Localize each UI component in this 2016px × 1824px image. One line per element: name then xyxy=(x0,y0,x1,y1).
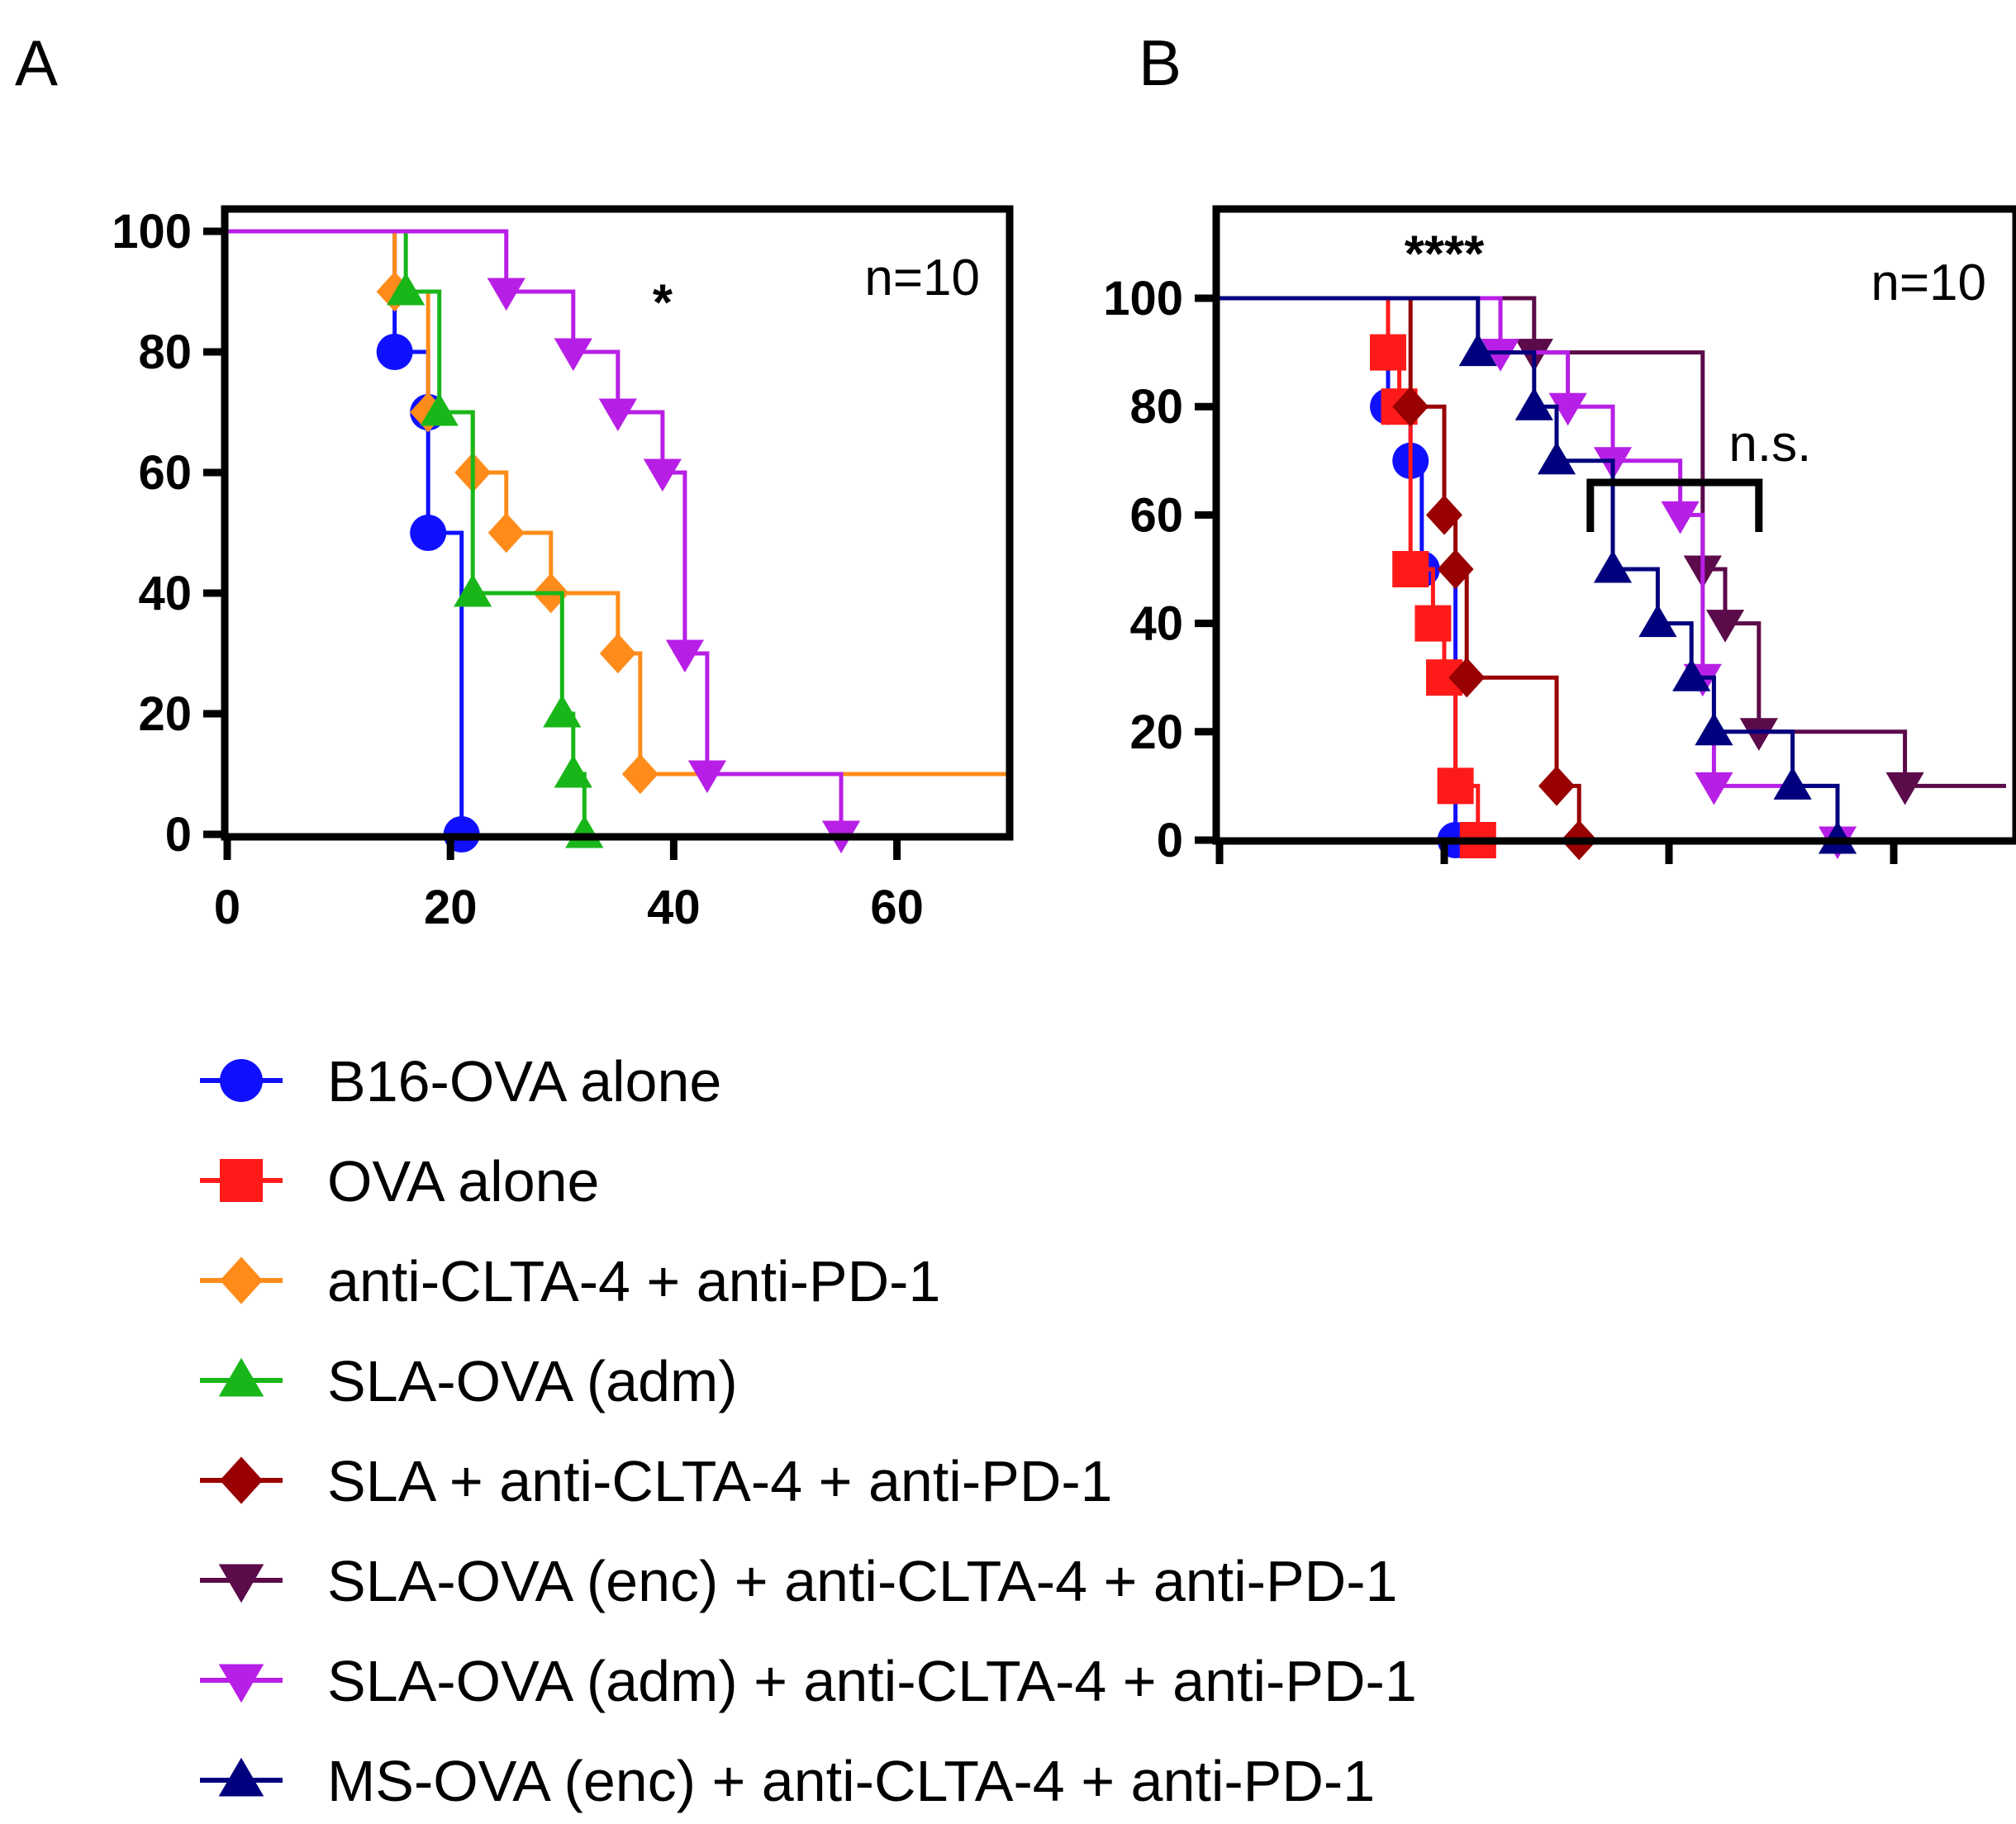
data-point-msova xyxy=(1593,549,1633,583)
legend-marker-slaadmcombo xyxy=(218,1664,264,1703)
panel-label-a: A xyxy=(15,26,58,99)
data-point-ova xyxy=(1392,551,1429,587)
y-tick-label: 100 xyxy=(112,205,192,259)
y-tick-label: 0 xyxy=(1157,814,1183,867)
data-point-slaadm xyxy=(565,815,604,848)
data-point-slaadm xyxy=(543,694,582,728)
panel-b-chart: 0 20 40 60 80 100 n=10 **** n.s. xyxy=(1103,205,2016,867)
data-point-slaadmcombo xyxy=(1661,501,1700,534)
data-point-b16 xyxy=(410,515,447,551)
data-point-b16 xyxy=(376,334,413,370)
y-tick-label: 80 xyxy=(1129,380,1183,434)
series-line-slaadmcombo xyxy=(227,229,844,834)
panel-a-n-label: n=10 xyxy=(864,249,980,306)
legend-label-slaadmcombo: SLA-OVA (adm) + anti-CLTA-4 + anti-PD-1 xyxy=(327,1649,1417,1713)
legend-marker-slaenc xyxy=(218,1564,264,1603)
y-tick-label: 40 xyxy=(138,567,192,620)
legend-item-sla: SLA + anti-CLTA-4 + anti-PD-1 xyxy=(200,1449,1113,1513)
data-point-sla xyxy=(1448,658,1486,698)
legend-label-sla: SLA + anti-CLTA-4 + anti-PD-1 xyxy=(327,1449,1113,1513)
legend-label-msova: MS-OVA (enc) + anti-CLTA-4 + anti-PD-1 xyxy=(327,1749,1375,1813)
data-point-ova xyxy=(1437,767,1474,805)
data-point-msova xyxy=(1695,712,1733,746)
data-point-ctla xyxy=(599,633,636,674)
panel-label-b: B xyxy=(1139,26,1182,99)
y-tick-label: 100 xyxy=(1103,272,1183,325)
data-point-slaadmcombo xyxy=(643,458,682,492)
data-point-slaadmcombo xyxy=(687,760,727,794)
data-point-slaadmcombo xyxy=(1695,772,1733,805)
data-point-slaenc xyxy=(1739,718,1778,751)
data-point-slaadm xyxy=(420,392,459,426)
data-point-ova xyxy=(1370,334,1406,371)
data-point-sla xyxy=(1437,549,1474,590)
data-point-sla xyxy=(1392,387,1429,427)
legend-marker-sla xyxy=(220,1456,263,1504)
panel-a-chart: 0 20 40 60 80 100 0 20 40 60 n=10 * xyxy=(112,205,1014,934)
legend-item-ctla: anti-CLTA-4 + anti-PD-1 xyxy=(200,1249,940,1313)
data-point-slaenc xyxy=(1705,610,1745,643)
y-tick-label: 20 xyxy=(1129,705,1183,759)
panel-b-ns-label: n.s. xyxy=(1728,416,1811,473)
y-tick-label: 80 xyxy=(138,325,192,379)
legend-item-ova: OVA alone xyxy=(200,1149,600,1214)
data-point-sla xyxy=(1538,766,1575,806)
data-point-ctla xyxy=(621,753,659,795)
legend-marker-msova xyxy=(218,1757,264,1797)
panel-b-significance: **** xyxy=(1405,226,1485,283)
series-line-msova xyxy=(1220,296,1840,840)
data-point-slaadmcombo xyxy=(665,639,705,673)
legend-marker-slaadm xyxy=(218,1357,264,1397)
data-point-msova xyxy=(1773,767,1812,800)
data-point-ctla xyxy=(487,512,525,553)
legend-marker-ova xyxy=(220,1159,263,1202)
legend-item-msova: MS-OVA (enc) + anti-CLTA-4 + anti-PD-1 xyxy=(200,1749,1375,1813)
data-point-slaadmcombo xyxy=(487,278,525,311)
legend-label-slaenc: SLA-OVA (enc) + anti-CLTA-4 + anti-PD-1 xyxy=(327,1549,1397,1613)
legend-label-ova: OVA alone xyxy=(327,1149,600,1214)
data-point-slaenc xyxy=(1885,772,1924,805)
data-point-sla xyxy=(1426,495,1462,535)
data-point-ova xyxy=(1415,605,1452,642)
data-point-slaadmcombo xyxy=(554,338,592,372)
data-point-msova xyxy=(1537,441,1576,475)
data-point-msova xyxy=(1672,658,1711,691)
panel-b-ns-bracket xyxy=(1586,478,1763,533)
x-tick-label: 40 xyxy=(647,881,701,934)
series-line-slaadmcombo xyxy=(1220,296,1840,840)
legend-item-slaadm: SLA-OVA (adm) xyxy=(200,1349,738,1413)
x-tick-label: 60 xyxy=(870,881,924,934)
data-point-slaadm xyxy=(454,573,492,607)
panel-a-frame xyxy=(221,205,1014,841)
y-tick-label: 60 xyxy=(1129,488,1183,542)
legend-label-ctla: anti-CLTA-4 + anti-PD-1 xyxy=(327,1249,940,1313)
panel-b-n-label: n=10 xyxy=(1871,254,1986,311)
data-point-slaadmcombo xyxy=(1481,339,1520,372)
legend-marker-ctla xyxy=(220,1256,263,1304)
y-tick-label: 40 xyxy=(1129,597,1183,651)
data-point-msova xyxy=(1514,387,1553,420)
data-point-msova xyxy=(1638,604,1677,638)
y-tick-label: 60 xyxy=(138,446,192,500)
data-point-msova xyxy=(1458,333,1497,367)
legend-label-slaadm: SLA-OVA (adm) xyxy=(327,1349,738,1413)
legend-item-slaadmcombo: SLA-OVA (adm) + anti-CLTA-4 + anti-PD-1 xyxy=(200,1649,1417,1713)
legend-label-b16: B16-OVA alone xyxy=(327,1049,721,1114)
x-tick-label: 0 xyxy=(214,881,240,934)
data-point-slaadm xyxy=(387,272,426,306)
legend-item-b16: B16-OVA alone xyxy=(200,1049,721,1114)
y-tick-label: 20 xyxy=(138,687,192,741)
panel-a-significance: * xyxy=(653,275,673,332)
data-point-slaadm xyxy=(554,754,592,788)
data-point-slaadmcombo xyxy=(598,398,637,432)
y-tick-label: 0 xyxy=(165,808,192,862)
legend-item-slaenc: SLA-OVA (enc) + anti-CLTA-4 + anti-PD-1 xyxy=(200,1549,1397,1613)
legend: B16-OVA alone OVA alone anti-CLTA-4 + an… xyxy=(200,1049,1417,1813)
panel-b-frame xyxy=(1212,205,2016,845)
x-tick-label: 20 xyxy=(424,881,478,934)
series-line-ctla xyxy=(227,229,1009,777)
legend-marker-b16 xyxy=(220,1059,263,1102)
data-point-slaadmcombo xyxy=(1548,392,1587,426)
